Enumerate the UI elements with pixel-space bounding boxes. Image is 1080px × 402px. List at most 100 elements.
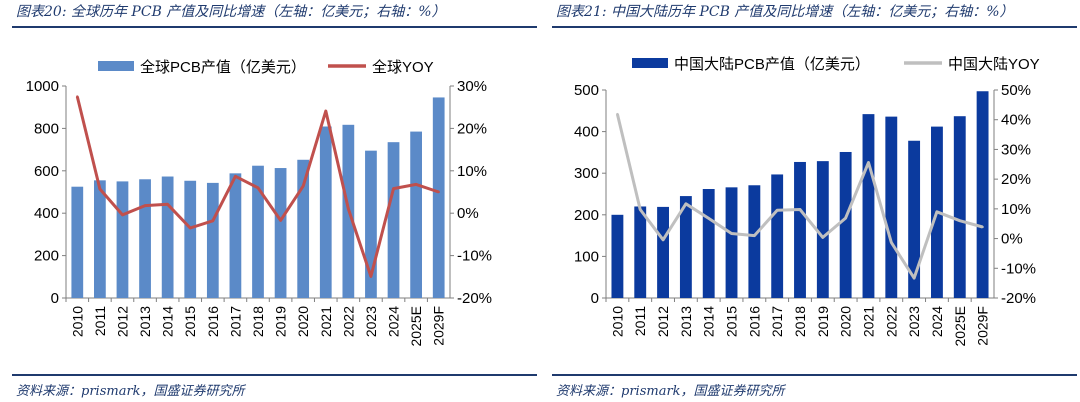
x-tick-label: 2025E bbox=[952, 306, 968, 346]
x-tick-label: 2023 bbox=[906, 306, 922, 337]
x-tick-label: 2010 bbox=[609, 306, 625, 337]
x-tick-label: 2018 bbox=[792, 306, 808, 337]
x-tick-label: 2011 bbox=[92, 306, 108, 336]
left-tick-label: 600 bbox=[34, 163, 59, 180]
bar-2025E bbox=[953, 116, 966, 298]
left-tick-label: 200 bbox=[574, 207, 599, 224]
bar-2017 bbox=[229, 173, 242, 298]
x-tick-label: 2022 bbox=[883, 306, 899, 337]
figure-title: 图表21: 中国大陆历年 PCB 产值及同比增速（左轴：亿美元；右轴：%） bbox=[556, 4, 1014, 20]
yoy-point-2013 bbox=[684, 202, 688, 206]
yoy-point-2018 bbox=[798, 208, 802, 211]
yoy-point-2016 bbox=[753, 234, 756, 237]
bar-2016 bbox=[748, 185, 761, 298]
left-tick-label: 400 bbox=[34, 205, 59, 222]
chart-china-pcb: 0 100 200 300 400 500 -20% -10% 0% 10% 20% 30% 40% 50… bbox=[574, 56, 1040, 346]
yoy-point-2019 bbox=[279, 219, 282, 222]
yoy-point-2019 bbox=[821, 236, 825, 239]
left-tick-label: 300 bbox=[574, 165, 599, 182]
legend-label-bar: 全球PCB产值（亿美元） bbox=[140, 58, 306, 76]
x-tick-label: 2022 bbox=[340, 306, 356, 337]
x-tick-label: 2021 bbox=[318, 306, 334, 337]
right-tick-label: 0% bbox=[457, 205, 479, 222]
bar-2012 bbox=[657, 206, 669, 298]
yoy-point-2010 bbox=[76, 95, 79, 98]
source-note: 资料来源：prismark，国盛证券研究所 bbox=[16, 384, 245, 399]
x-tick-label: 2025E bbox=[408, 306, 424, 346]
yoy-point-2020 bbox=[301, 184, 305, 188]
x-tick-label: 2021 bbox=[860, 306, 876, 337]
x-tick-label: 2029F bbox=[975, 306, 991, 346]
left-tick-label: 100 bbox=[574, 248, 599, 265]
left-tick-label: 0 bbox=[591, 290, 599, 307]
bar-2015 bbox=[184, 180, 197, 298]
yoy-point-2011 bbox=[639, 208, 642, 211]
x-tick-label: 2017 bbox=[769, 306, 785, 337]
bar-2011 bbox=[634, 206, 647, 298]
yoy-point-2023 bbox=[369, 275, 373, 278]
yoy-point-2025E bbox=[414, 183, 418, 186]
bar-2013 bbox=[139, 179, 151, 298]
right-tick-label: 40% bbox=[1001, 112, 1031, 129]
yoy-point-2021 bbox=[324, 109, 327, 113]
left-tick-label: 500 bbox=[574, 82, 599, 99]
source-note: 资料来源：prismark，国盛证券研究所 bbox=[556, 384, 785, 399]
title-rule bbox=[12, 26, 537, 28]
bar-2024 bbox=[387, 142, 400, 298]
yoy-point-2015 bbox=[189, 226, 192, 230]
legend-swatch-bar bbox=[632, 58, 668, 68]
title-rule bbox=[552, 26, 1077, 28]
x-tick-label: 2012 bbox=[655, 306, 671, 337]
left-tick-label: 0 bbox=[51, 290, 59, 307]
x-tick-label: 2010 bbox=[69, 306, 85, 337]
x-tick-label: 2014 bbox=[160, 306, 176, 337]
bar-2012 bbox=[116, 181, 129, 298]
right-tick-label: -20% bbox=[457, 290, 492, 307]
yoy-point-2015 bbox=[730, 232, 733, 235]
bar-2023 bbox=[365, 150, 377, 298]
right-tick-label: 20% bbox=[1001, 171, 1031, 188]
bar-2019 bbox=[816, 161, 829, 298]
bar-2014 bbox=[702, 189, 715, 298]
x-tick-label: 2024 bbox=[929, 306, 945, 337]
right-tick-label: 50% bbox=[1001, 82, 1031, 99]
bar-2021 bbox=[319, 126, 332, 298]
x-tick-label: 2019 bbox=[273, 306, 289, 337]
x-tick-label: 2020 bbox=[838, 306, 854, 337]
bar-2016 bbox=[206, 182, 219, 298]
yoy-point-2017 bbox=[234, 175, 237, 178]
bar-2014 bbox=[161, 176, 174, 298]
bar-2019 bbox=[274, 168, 287, 298]
yoy-point-2017 bbox=[775, 209, 779, 212]
right-tick-label: 20% bbox=[457, 120, 487, 137]
bar-2023 bbox=[908, 140, 921, 298]
bar-2010 bbox=[71, 186, 84, 298]
x-tick-label: 2013 bbox=[678, 306, 694, 337]
yoy-point-2012 bbox=[661, 238, 665, 241]
yoy-point-2022 bbox=[890, 241, 893, 244]
yoy-point-2020 bbox=[844, 216, 847, 220]
right-tick-label: 0% bbox=[1001, 231, 1023, 248]
yoy-point-2011 bbox=[98, 187, 102, 191]
x-tick-label: 2012 bbox=[114, 306, 130, 337]
x-tick-label: 2019 bbox=[815, 306, 831, 337]
left-tick-label: 800 bbox=[34, 120, 59, 137]
right-tick-label: -10% bbox=[457, 248, 492, 265]
bar-2029F bbox=[976, 91, 989, 298]
yoy-point-2029F bbox=[981, 225, 984, 229]
bar-2011 bbox=[94, 180, 106, 298]
bar-2020 bbox=[839, 151, 852, 298]
left-tick-label: 1000 bbox=[26, 78, 59, 95]
yoy-point-2014 bbox=[166, 203, 169, 206]
legend-label-line: 全球YOY bbox=[372, 58, 434, 76]
chart-panel-china: 图表21: 中国大陆历年 PCB 产值及同比增速（左轴：亿美元；右轴：%） 0 1… bbox=[552, 0, 1077, 402]
source-rule bbox=[12, 374, 537, 376]
yoy-point-2021 bbox=[867, 161, 870, 164]
yoy-point-2024 bbox=[935, 210, 939, 214]
bar-2017 bbox=[771, 174, 784, 298]
x-tick-label: 2018 bbox=[250, 306, 266, 337]
chart-panel-global: 图表20: 全球历年 PCB 产值及同比增速（左轴：亿美元；右轴：%） 0 200… bbox=[12, 0, 537, 402]
yoy-point-2023 bbox=[912, 276, 916, 280]
yoy-point-2013 bbox=[143, 204, 147, 207]
bar-2029F bbox=[432, 97, 445, 298]
